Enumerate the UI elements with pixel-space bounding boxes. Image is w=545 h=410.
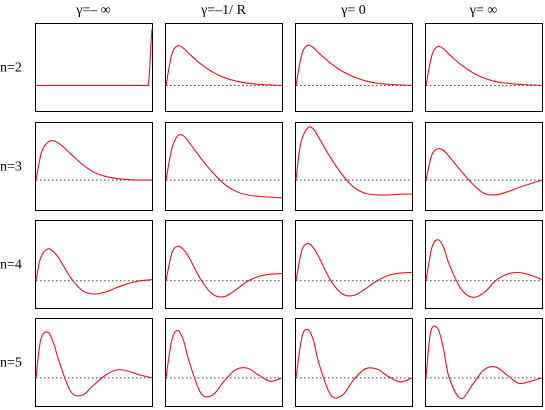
panel bbox=[165, 318, 283, 407]
panels bbox=[35, 23, 543, 407]
column-label: γ= 0 bbox=[340, 3, 366, 18]
panel-frame bbox=[165, 23, 283, 112]
panel-frame bbox=[35, 23, 153, 112]
panel bbox=[295, 220, 413, 309]
panel bbox=[35, 23, 153, 112]
panel-frame bbox=[425, 122, 543, 211]
panel-frame bbox=[425, 220, 543, 309]
panel-frame bbox=[295, 23, 413, 112]
series-line bbox=[295, 126, 413, 196]
panel bbox=[35, 122, 153, 211]
series-line bbox=[425, 148, 543, 196]
series-line bbox=[295, 328, 413, 399]
panel-frame bbox=[295, 318, 413, 407]
series-line bbox=[425, 239, 543, 299]
column-label: γ=–1/ R bbox=[200, 3, 246, 18]
series-line bbox=[295, 242, 413, 297]
panel-frame bbox=[35, 318, 153, 407]
panel bbox=[295, 318, 413, 407]
panel bbox=[35, 318, 153, 407]
series-line bbox=[35, 248, 153, 295]
panel bbox=[165, 23, 283, 112]
column-labels: γ=– ∞ γ=–1/ R γ= 0 γ= ∞ bbox=[75, 3, 497, 18]
series-line bbox=[35, 331, 153, 397]
row-label: n=5 bbox=[0, 355, 22, 370]
panel bbox=[425, 122, 543, 211]
panel-frame bbox=[165, 220, 283, 309]
series-line bbox=[425, 325, 543, 400]
row-labels: n=2 n=3 n=4 n=5 bbox=[0, 60, 22, 370]
series-line bbox=[165, 245, 283, 298]
panel-frame bbox=[425, 23, 543, 112]
panel bbox=[425, 220, 543, 309]
row-label: n=3 bbox=[0, 159, 22, 174]
panel bbox=[295, 122, 413, 211]
series-line bbox=[425, 45, 543, 87]
panel bbox=[165, 122, 283, 211]
column-label: γ= ∞ bbox=[469, 3, 498, 18]
series-line bbox=[36, 28, 153, 87]
panel-frame bbox=[165, 318, 283, 407]
panel-frame bbox=[35, 122, 153, 211]
panel-frame bbox=[425, 318, 543, 407]
series-line bbox=[165, 329, 283, 398]
series-line bbox=[35, 140, 153, 181]
panel-frame bbox=[295, 220, 413, 309]
panel bbox=[295, 23, 413, 112]
series-line bbox=[165, 45, 283, 87]
row-label: n=4 bbox=[0, 257, 22, 272]
panel bbox=[425, 318, 543, 407]
panel bbox=[35, 220, 153, 309]
panel bbox=[165, 220, 283, 309]
panel-frame bbox=[295, 122, 413, 211]
series-line bbox=[165, 134, 283, 199]
panel bbox=[425, 23, 543, 112]
column-label: γ=– ∞ bbox=[75, 3, 111, 18]
series-line bbox=[295, 44, 413, 87]
panel-frame bbox=[35, 220, 153, 309]
row-label: n=2 bbox=[0, 60, 22, 75]
